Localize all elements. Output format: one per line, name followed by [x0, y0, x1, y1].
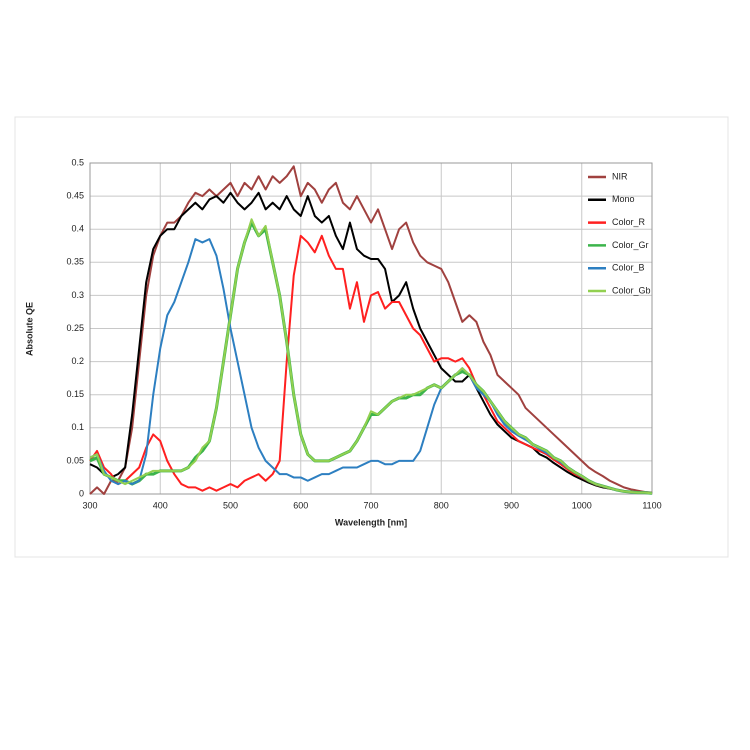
y-tick-label: 0.15: [66, 389, 84, 399]
y-tick-label: 0.1: [71, 422, 84, 432]
legend-label: Color_B: [612, 263, 645, 273]
x-tick-label: 400: [153, 500, 168, 510]
y-tick-label: 0.05: [66, 455, 84, 465]
x-axis-label: Wavelength [nm]: [335, 517, 407, 527]
x-tick-label: 600: [293, 500, 308, 510]
y-tick-label: 0.2: [71, 356, 84, 366]
y-tick-label: 0.25: [66, 323, 84, 333]
y-tick-label: 0.5: [71, 157, 84, 167]
x-tick-label: 700: [363, 500, 378, 510]
series-line: [89, 234, 653, 495]
y-axis-label: Absolute QE: [24, 302, 34, 356]
series-line: [89, 218, 653, 495]
y-tick-label: 0: [79, 488, 84, 498]
plot-border: [89, 162, 653, 495]
legend-label: Mono: [612, 194, 635, 204]
legend-label: Color_R: [612, 217, 646, 227]
x-tick-label: 500: [223, 500, 238, 510]
x-tick-label: 1100: [642, 500, 661, 510]
x-tick-label: 1000: [572, 500, 592, 510]
y-tick-label: 0.45: [66, 190, 84, 200]
y-tick-label: 0.4: [71, 224, 84, 234]
x-tick-label: 900: [504, 500, 519, 510]
y-tick-label: 0.35: [66, 257, 84, 267]
x-tick-label: 800: [434, 500, 449, 510]
series-line: [89, 165, 653, 495]
legend-label: Color_Gr: [612, 240, 649, 250]
series-line: [89, 191, 653, 495]
x-tick-label: 300: [82, 500, 97, 510]
legend-label: NIR: [612, 171, 628, 181]
y-tick-label: 0.3: [71, 290, 84, 300]
legend-label: Color_Gb: [612, 285, 651, 295]
